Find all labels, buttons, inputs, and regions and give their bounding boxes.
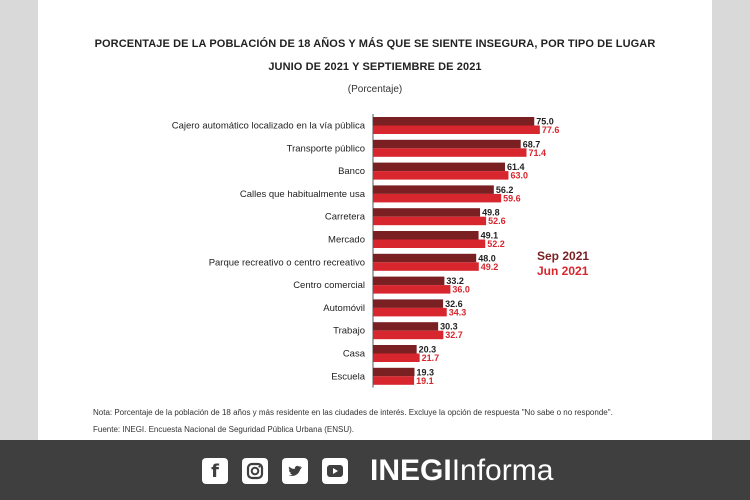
bar-jun-2021 — [373, 125, 540, 134]
category-label: Parque recreativo o centro recreativo — [209, 257, 365, 268]
bar-chart: Cajero automático localizado en la vía p… — [172, 114, 560, 388]
data-label: 36.0 — [452, 285, 470, 295]
twitter-icon[interactable] — [282, 458, 308, 484]
bar-sep-2021 — [373, 208, 481, 217]
bar-sep-2021 — [373, 117, 535, 126]
data-label: 63.0 — [510, 171, 528, 181]
bar-jun-2021 — [373, 307, 447, 317]
data-label: 59.6 — [503, 193, 521, 203]
inegi-informa-logo: INEGIInforma — [370, 454, 554, 487]
chart-note: Nota: Porcentaje de la población de 18 a… — [93, 408, 613, 417]
chart-title-line2: JUNIO DE 2021 Y SEPTIEMBRE DE 2021 — [268, 61, 482, 73]
bar-sep-2021 — [373, 322, 439, 331]
data-label: 52.6 — [488, 216, 506, 226]
bar-sep-2021 — [373, 367, 415, 377]
chart-subtitle: (Porcentaje) — [347, 84, 403, 95]
category-label: Transporte público — [287, 143, 365, 154]
category-label: Calles que habitualmente usa — [240, 189, 366, 200]
bar-sep-2021 — [373, 253, 477, 263]
bar-sep-2021 — [373, 299, 444, 308]
data-label: 49.1 — [481, 231, 499, 241]
bar-sep-2021 — [373, 345, 417, 354]
bar-jun-2021 — [373, 193, 502, 203]
data-label: 21.7 — [422, 353, 440, 363]
data-label: 32.7 — [445, 330, 463, 340]
category-label: Casa — [343, 349, 366, 360]
instagram-icon[interactable] — [242, 458, 268, 484]
bar-sep-2021 — [373, 185, 494, 194]
chart-title: PORCENTAJE DE LA POBLACIÓN DE 18 AÑOS Y … — [94, 38, 656, 50]
bar-sep-2021 — [373, 276, 445, 286]
data-label: 48.0 — [478, 253, 496, 263]
data-label: 71.4 — [529, 148, 547, 158]
bar-sep-2021 — [373, 231, 479, 240]
data-label: 68.7 — [523, 139, 541, 149]
facebook-icon[interactable]: f — [202, 458, 228, 484]
bar-jun-2021 — [373, 216, 487, 226]
chart-source: Fuente: INEGI. Encuesta Nacional de Segu… — [93, 425, 355, 434]
data-label: 20.3 — [419, 345, 437, 355]
youtube-icon[interactable] — [322, 458, 348, 484]
legend-jun-2021: Jun 2021 — [537, 264, 589, 278]
bar-jun-2021 — [373, 285, 451, 294]
category-label: Mercado — [328, 235, 365, 246]
data-label: 32.6 — [445, 299, 463, 309]
footer-bar — [0, 440, 750, 500]
bar-jun-2021 — [373, 239, 486, 248]
bar-jun-2021 — [373, 376, 415, 385]
bar-sep-2021 — [373, 162, 506, 172]
data-label: 49.8 — [482, 208, 500, 218]
data-label: 77.6 — [542, 125, 560, 135]
category-label: Trabajo — [333, 326, 365, 337]
data-label: 56.2 — [496, 185, 514, 195]
bar-jun-2021 — [373, 171, 509, 180]
data-label: 61.4 — [507, 162, 525, 172]
bar-jun-2021 — [373, 330, 444, 340]
category-label: Automóvil — [323, 303, 365, 314]
category-label: Centro comercial — [293, 280, 365, 291]
data-label: 52.2 — [487, 239, 505, 249]
data-label: 30.3 — [440, 322, 458, 332]
category-label: Escuela — [331, 371, 366, 382]
legend-sep-2021: Sep 2021 — [537, 249, 590, 263]
data-label: 19.3 — [416, 367, 434, 377]
category-label: Cajero automático localizado en la vía p… — [172, 121, 366, 132]
data-label: 75.0 — [536, 117, 554, 127]
bar-jun-2021 — [373, 262, 479, 271]
category-label: Carretera — [325, 212, 366, 223]
bar-jun-2021 — [373, 353, 420, 362]
data-label: 33.2 — [446, 276, 464, 286]
data-label: 49.2 — [481, 262, 499, 272]
data-label: 19.1 — [416, 376, 434, 386]
data-label: 34.3 — [449, 307, 467, 317]
bar-jun-2021 — [373, 148, 527, 157]
category-label: Banco — [338, 166, 365, 177]
bar-sep-2021 — [373, 139, 521, 149]
